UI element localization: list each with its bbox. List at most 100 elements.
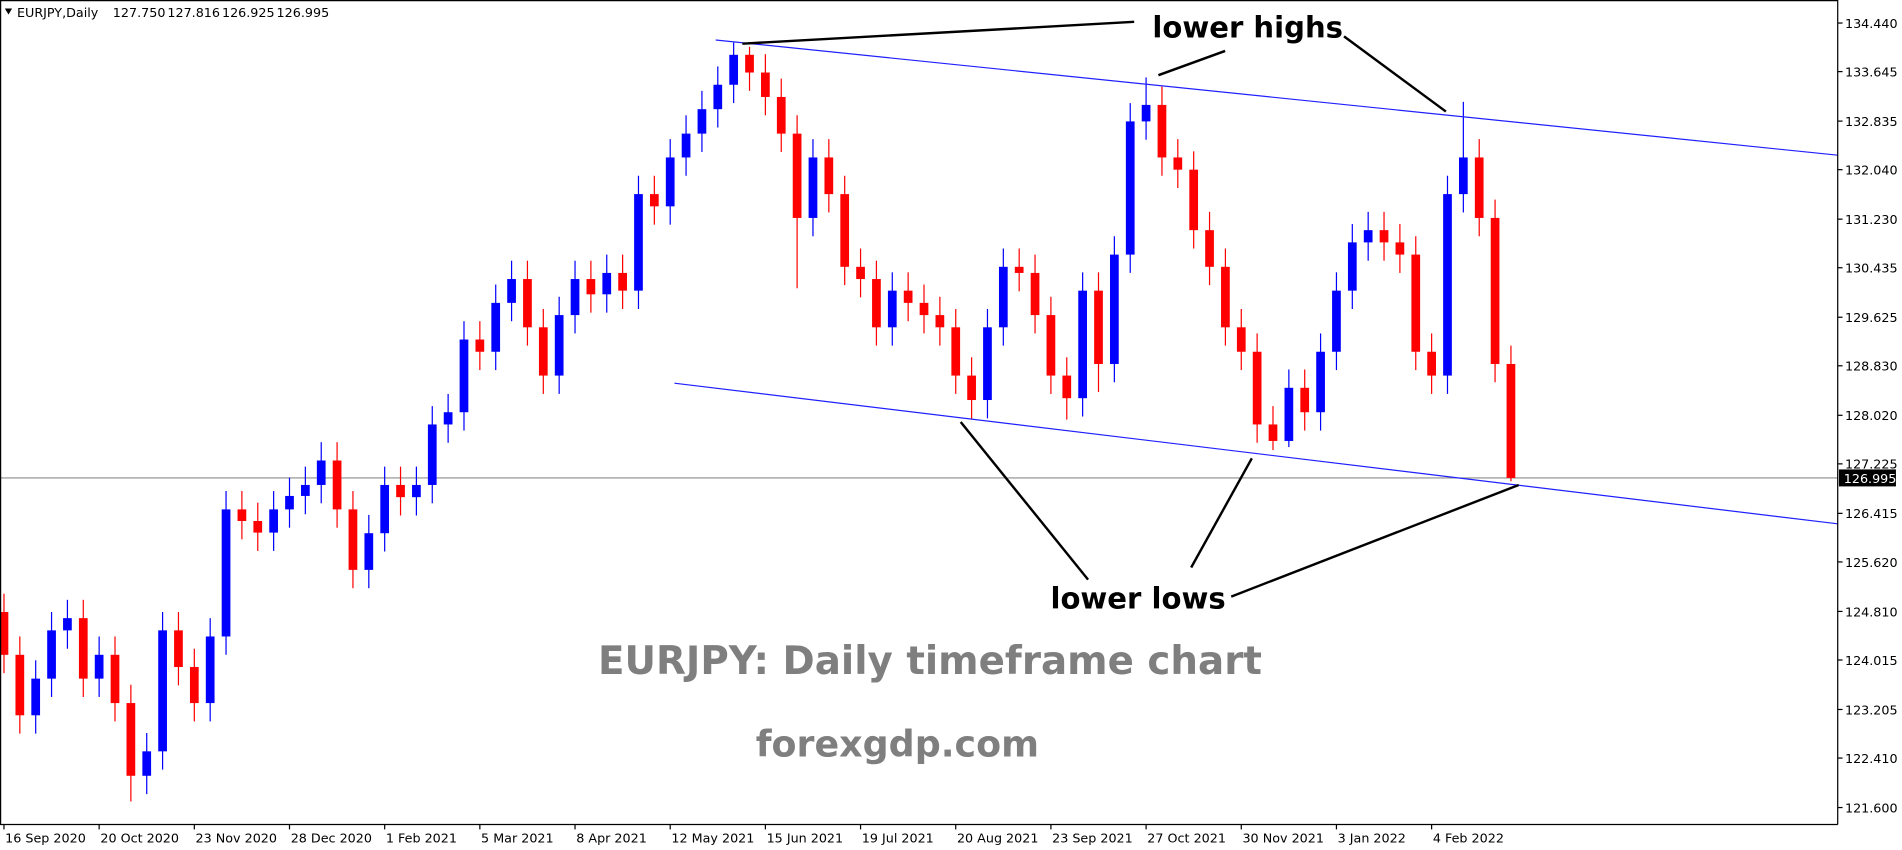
candle-body xyxy=(634,194,643,291)
candle-body xyxy=(1046,315,1056,376)
y-tick-label: 124.810 xyxy=(1845,605,1898,620)
candle-body xyxy=(1268,424,1278,441)
x-tick-label: 23 Nov 2020 xyxy=(196,832,277,847)
candle-body xyxy=(729,54,739,85)
candle-body xyxy=(935,315,945,328)
candle-body xyxy=(665,157,675,207)
candle-body xyxy=(983,327,992,401)
candle-body xyxy=(15,654,25,716)
candle-body xyxy=(887,290,897,328)
candle-body xyxy=(364,533,374,570)
plot-area xyxy=(0,42,1838,802)
candle-body xyxy=(1300,387,1310,413)
candle-body xyxy=(1316,351,1325,413)
candle-body xyxy=(523,279,532,328)
candle-body xyxy=(427,424,437,485)
candle-body xyxy=(1141,104,1151,122)
pointer xyxy=(1230,483,1520,598)
symbol: EURJPY,Daily xyxy=(17,6,99,21)
y-tick-label: 131.230 xyxy=(1845,213,1898,228)
candle-body xyxy=(649,194,659,207)
candle-body xyxy=(1443,194,1452,376)
candle-body xyxy=(110,654,120,704)
candle-body xyxy=(269,509,278,533)
candle-body xyxy=(998,266,1008,328)
pointer xyxy=(742,20,1135,45)
lower-channel-line xyxy=(674,382,1838,525)
candle-body xyxy=(174,630,183,668)
candle-body xyxy=(538,327,548,376)
candle-body xyxy=(618,272,627,291)
candle-body xyxy=(1347,242,1357,291)
candle-body xyxy=(1078,290,1088,399)
candle-body xyxy=(348,509,358,570)
header-open: 127.750 xyxy=(113,6,166,21)
candle-body xyxy=(1110,254,1119,364)
candle-body xyxy=(840,194,850,267)
y-tick-label: 122.410 xyxy=(1845,752,1898,767)
candle-body xyxy=(1363,230,1373,243)
x-tick-label: 27 Oct 2021 xyxy=(1147,832,1226,847)
candle-body xyxy=(824,157,834,195)
candle-body xyxy=(1062,375,1072,399)
x-tick-label: 23 Sep 2021 xyxy=(1052,832,1133,847)
candle-body xyxy=(491,302,501,352)
candle-body xyxy=(1332,290,1341,352)
current-price-box xyxy=(1838,469,1896,487)
pointer xyxy=(1190,457,1253,569)
candle-body xyxy=(78,618,88,679)
candle-body xyxy=(332,460,342,510)
candle-body xyxy=(1014,266,1024,273)
candle-body xyxy=(586,279,596,295)
pointer xyxy=(1158,49,1226,77)
x-tick-label: 19 Jul 2021 xyxy=(862,832,934,847)
candle-body xyxy=(47,630,56,679)
candle-body xyxy=(554,315,564,376)
annotation-lower-highs: lower highs xyxy=(1152,11,1343,45)
candle-body xyxy=(1221,266,1230,328)
candle-body xyxy=(713,84,723,110)
candle-body xyxy=(919,302,929,316)
annotation-lower-lows: lower lows xyxy=(1050,582,1225,616)
candle-body xyxy=(697,109,707,134)
candle-body xyxy=(300,484,310,496)
header-high: 127.816 xyxy=(167,6,220,21)
y-tick-label: 129.625 xyxy=(1845,311,1898,326)
candle-body xyxy=(94,654,104,679)
candle-body xyxy=(1379,230,1389,243)
candle-body xyxy=(1125,121,1135,255)
candle-body xyxy=(189,667,199,704)
upper-channel-line xyxy=(715,39,1838,156)
candle-body xyxy=(1094,290,1103,364)
current-price-label: 126.995 xyxy=(1844,472,1897,487)
candle-body xyxy=(158,630,167,752)
candle-body xyxy=(1236,327,1246,352)
y-tick-label: 125.620 xyxy=(1845,556,1898,571)
candle-body xyxy=(1189,169,1199,231)
x-tick-label: 8 Apr 2021 xyxy=(576,832,647,847)
y-tick-label: 128.020 xyxy=(1845,409,1898,424)
candle-body xyxy=(316,460,326,485)
candle-body xyxy=(1284,387,1294,441)
candle-body xyxy=(1458,157,1468,195)
y-tick-label: 132.835 xyxy=(1845,115,1898,130)
candle-body xyxy=(126,703,136,776)
candle-body xyxy=(1427,351,1436,376)
candle-body xyxy=(380,484,390,534)
candle-body xyxy=(570,279,580,316)
candle-body xyxy=(63,618,72,631)
candle-body xyxy=(967,375,976,401)
candle-body xyxy=(681,133,691,158)
candle-body xyxy=(285,495,294,510)
y-tick-label: 128.830 xyxy=(1845,360,1898,375)
y-tick-label: 134.440 xyxy=(1845,17,1898,32)
candle-body xyxy=(602,272,612,295)
candle-body xyxy=(1411,254,1421,352)
x-tick-label: 16 Sep 2020 xyxy=(5,832,86,847)
x-tick-label: 5 Mar 2021 xyxy=(481,832,554,847)
candle-body xyxy=(1395,242,1405,255)
candle-body xyxy=(808,157,818,218)
candle-body xyxy=(475,339,485,352)
